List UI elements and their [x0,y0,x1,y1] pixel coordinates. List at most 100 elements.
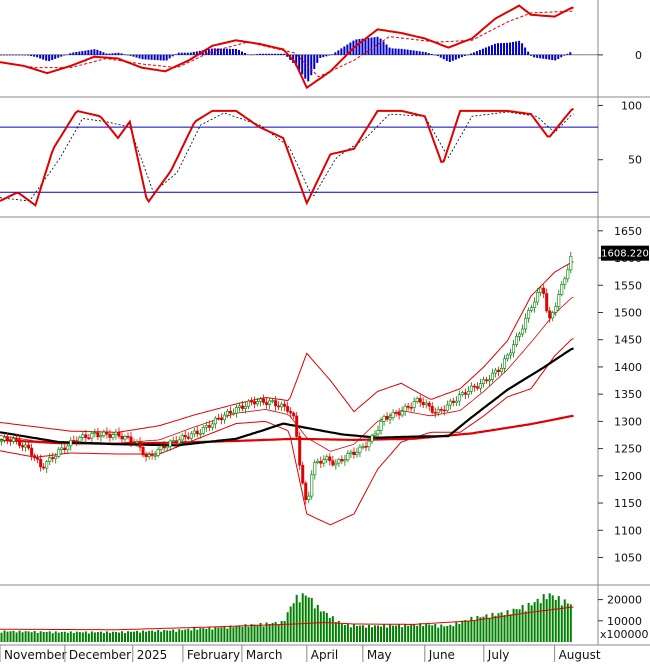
macd-histogram-bar [225,48,228,55]
candle-body [533,301,537,309]
candle-body [60,447,64,450]
axis-tick-label: 1300 [614,415,642,428]
macd-histogram-bar [90,49,93,55]
candle-body [108,433,112,438]
macd-histogram-bar [256,54,259,55]
candle-body [346,453,350,461]
volume-bar [380,626,383,642]
macd-histogram-bar [240,51,243,55]
macd-histogram-bar [222,48,225,55]
macd-histogram [0,36,572,82]
macd-histogram-bar [391,48,394,55]
candle-body [153,455,157,457]
candle-body [256,401,260,405]
volume-bar [461,620,464,642]
candle-body [391,412,395,418]
candle-body [262,398,266,403]
macd-histogram-bar [207,49,210,55]
candle-body [439,409,443,411]
macd-histogram-bar [81,51,84,55]
candle-body [165,446,169,449]
volume-bar [0,632,3,642]
volume-bar [346,623,349,642]
macd-histogram-bar [454,54,457,60]
volume-bar [238,625,241,642]
axis-tick-label: 1250 [614,443,642,456]
volume-bar [512,608,515,642]
macd-histogram-bar [177,52,180,55]
macd-histogram-bar [237,50,240,55]
candle-body [451,400,455,403]
candle-body [472,385,476,388]
volume-bar [145,631,148,642]
volume-bar [560,605,563,642]
candle-body [150,454,154,456]
last-price-value: 1608.220 [601,249,649,260]
macd-histogram-bar [385,44,388,55]
candle-body [147,454,151,457]
volume-bar [301,593,304,642]
volume-bar [458,623,461,642]
volume-bar [383,624,386,642]
candle-body [123,435,127,440]
volume-bar [120,631,123,642]
volume-bar [81,632,84,642]
volume-bar [434,623,437,642]
volume-bar [340,623,343,642]
candle-body [536,292,540,303]
candle-body [27,444,31,449]
volume-bar [199,628,202,642]
candle-body [307,495,311,500]
month-label: July [487,648,510,662]
volume-bar [63,631,66,642]
axis-tick-label: 1100 [614,524,642,537]
macd-histogram-bar [337,50,340,55]
volume-bar [521,605,524,642]
macd-histogram-bar [183,52,186,55]
volume-bar [220,627,223,642]
volume-bar [42,631,45,642]
macd-histogram-bar [189,52,192,55]
candle-body [388,417,392,420]
volume-bar [241,626,244,642]
macd-histogram-bar [274,53,277,55]
volume-bar [539,603,542,642]
macd-histogram-bar [316,54,319,63]
macd-histogram-bar [560,54,563,58]
candle-body [283,403,287,407]
candle-body [120,435,124,440]
macd-histogram-bar [346,44,349,55]
candle-body [171,440,175,442]
volume-bar [407,625,410,642]
volume-bar [102,633,105,642]
price-panel [0,251,574,526]
candle-body [325,456,329,460]
macd-histogram-bar [448,54,451,63]
volume-bar [413,624,416,642]
macd-histogram-bar [490,45,493,55]
macd-histogram-bar [171,54,174,57]
volume-bar [193,628,196,642]
candle-body [337,459,341,464]
macd-histogram-bar [554,54,557,61]
volume-bar [27,631,30,642]
volume-bar [446,625,449,642]
candle-body [301,464,305,484]
volume-bar [277,624,280,642]
volume-bar [45,632,48,642]
macd-histogram-bar [481,48,484,55]
macd-histogram-bar [271,53,274,55]
volume-bar [370,627,373,642]
candle-body [9,439,13,442]
candle-body [515,336,519,346]
volume-bar [355,625,358,642]
macd-histogram-bar [361,38,364,55]
macd-histogram-bar [394,48,397,55]
volume-bar [425,623,428,642]
axis-tick-label: 0 [635,49,642,62]
month-label: 2025 [137,648,168,662]
volume-bar [343,624,346,642]
volume-bar [154,631,157,642]
macd-histogram-bar [105,53,108,55]
candle-body [379,421,383,431]
